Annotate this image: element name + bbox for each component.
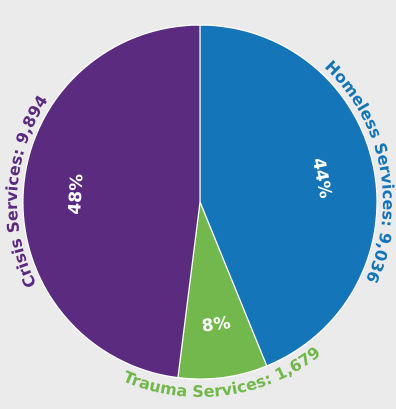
pie-slice-homeless-services	[199, 24, 378, 367]
percent-label-trauma-services: 8%	[201, 313, 232, 337]
pie-slices	[22, 24, 378, 380]
pie-slice-trauma-services	[177, 201, 268, 380]
pie-slice-crisis-services	[22, 24, 201, 379]
percent-label-crisis-services: 48%	[65, 173, 88, 215]
